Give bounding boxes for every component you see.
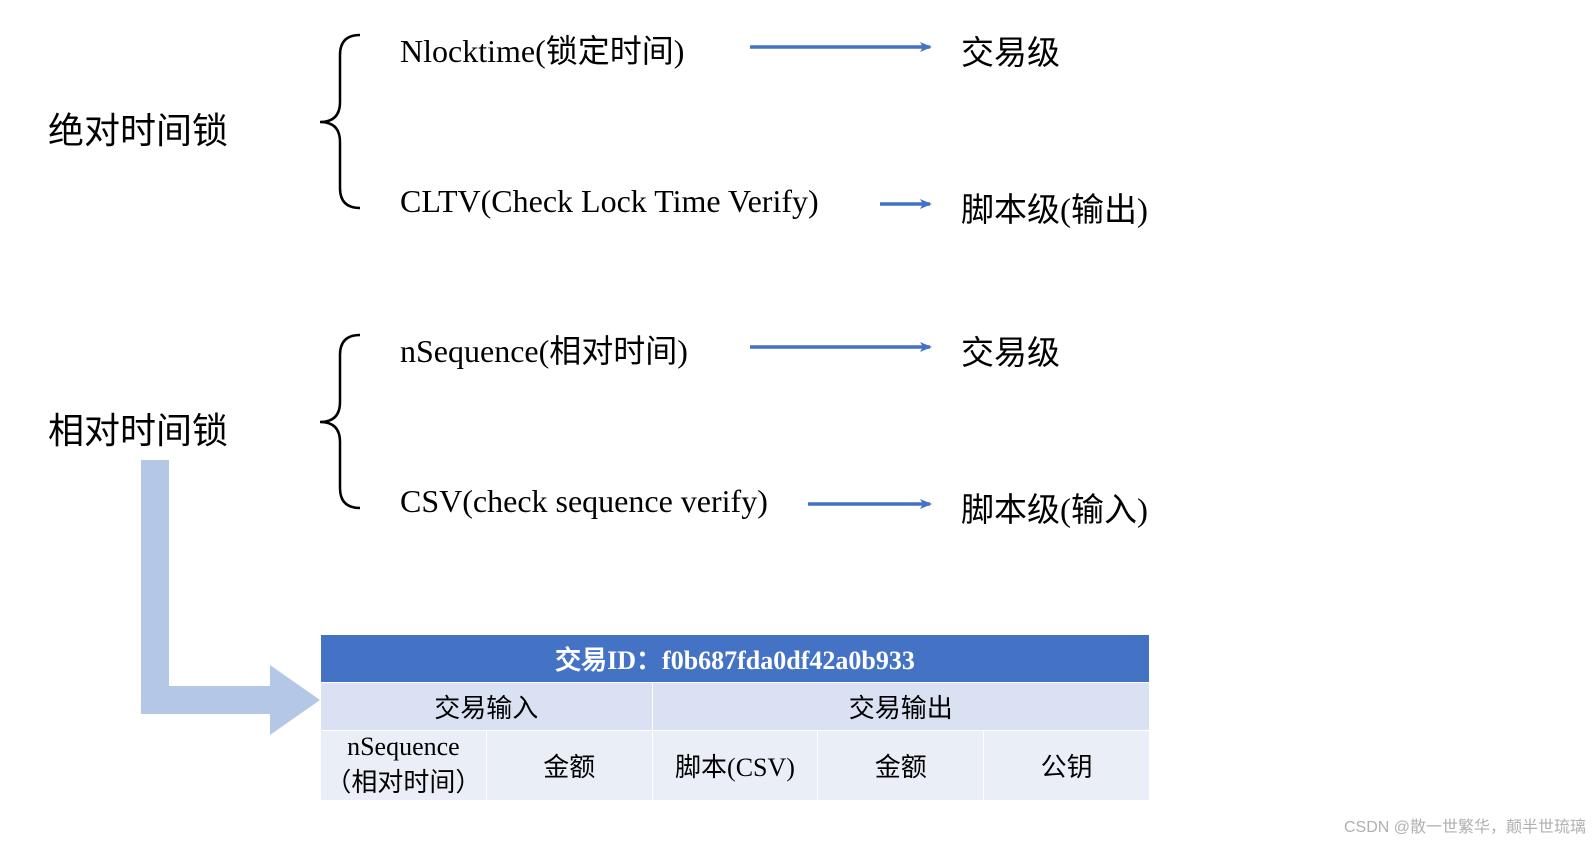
category-relative-timelock: 相对时间锁 <box>48 402 228 454</box>
diagram-canvas: { "colors": { "text": "#000000", "arrow"… <box>0 0 1594 843</box>
table-group-output: 交易输出 <box>652 683 1149 731</box>
transaction-table: 交易ID：f0b687fda0df42a0b933 交易输入 交易输出 nSeq… <box>320 634 1150 801</box>
target-csv: 脚本级(输入) <box>961 483 1148 531</box>
item-csv: CSV(check sequence verify) <box>400 483 768 520</box>
table-col-nsequence: nSequence（相对时间） <box>321 731 487 801</box>
elbow-arrow-icon <box>141 460 320 735</box>
table-title: 交易ID：f0b687fda0df42a0b933 <box>321 635 1150 683</box>
table-col-pubkey: 公钥 <box>984 731 1150 801</box>
target-cltv: 脚本级(输出) <box>961 183 1148 231</box>
target-nsequence: 交易级 <box>961 326 1060 374</box>
brace-icon <box>320 35 360 208</box>
table-col-amount-in: 金额 <box>486 731 652 801</box>
category-absolute-timelock: 绝对时间锁 <box>48 102 228 154</box>
target-nlocktime: 交易级 <box>961 26 1060 74</box>
item-nsequence: nSequence(相对时间) <box>400 326 688 372</box>
item-cltv: CLTV(Check Lock Time Verify) <box>400 183 819 220</box>
table-group-input: 交易输入 <box>321 683 653 731</box>
brace-icon <box>320 335 360 508</box>
watermark: CSDN @散一世繁华，颠半世琉璃 <box>1344 813 1586 837</box>
item-nlocktime: Nlocktime(锁定时间) <box>400 26 684 72</box>
table-col-script: 脚本(CSV) <box>652 731 818 801</box>
table-col-amount-out: 金额 <box>818 731 984 801</box>
